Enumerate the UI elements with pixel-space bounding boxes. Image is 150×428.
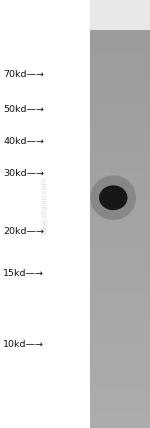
Text: 20kd—→: 20kd—→ [3, 226, 44, 236]
Text: 30kd—→: 30kd—→ [3, 169, 44, 178]
Text: 10kd—→: 10kd—→ [3, 340, 44, 349]
Bar [90, 0, 150, 30]
Text: 70kd—→: 70kd—→ [3, 70, 44, 80]
Ellipse shape [90, 175, 136, 220]
Bar [0, 0, 90, 428]
Text: 15kd—→: 15kd—→ [3, 269, 44, 279]
Text: 40kd—→: 40kd—→ [3, 137, 44, 146]
Ellipse shape [99, 185, 128, 210]
Text: www.ptglab.com: www.ptglab.com [42, 176, 48, 235]
Text: 50kd—→: 50kd—→ [3, 104, 44, 114]
